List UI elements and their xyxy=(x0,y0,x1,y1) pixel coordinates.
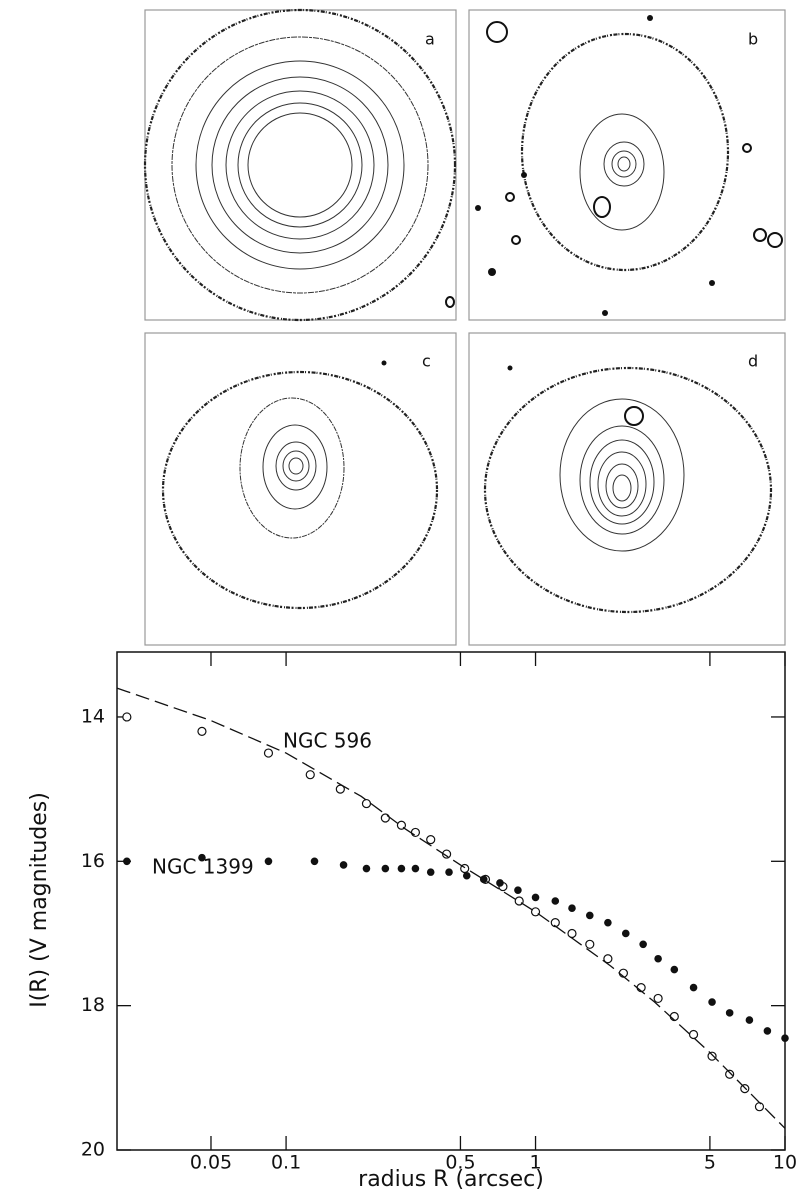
data-point xyxy=(655,956,661,962)
x-tick-label: 1 xyxy=(529,1152,541,1174)
data-point xyxy=(764,1028,770,1034)
data-point xyxy=(398,865,404,871)
data-point xyxy=(264,749,272,757)
contour-panel: a xyxy=(145,10,456,320)
y-tick-label: 14 xyxy=(81,705,105,727)
x-tick-label: 5 xyxy=(704,1152,716,1174)
x-tick-label: 0.05 xyxy=(190,1152,232,1174)
data-point xyxy=(690,984,696,990)
data-point xyxy=(497,880,503,886)
panel-label: a xyxy=(425,30,435,49)
data-point xyxy=(569,905,575,911)
contour-panel: d xyxy=(469,333,785,645)
data-point xyxy=(382,865,388,871)
star xyxy=(754,229,766,241)
data-point xyxy=(726,1070,734,1078)
data-point xyxy=(623,930,629,936)
data-point xyxy=(532,894,538,900)
data-point xyxy=(428,869,434,875)
data-point xyxy=(362,800,370,808)
star xyxy=(768,233,782,247)
star xyxy=(506,193,514,201)
panel-frame xyxy=(469,10,785,320)
data-point xyxy=(427,836,435,844)
data-point xyxy=(708,1052,716,1060)
data-point xyxy=(746,1017,752,1023)
data-point xyxy=(515,887,521,893)
star xyxy=(382,361,387,366)
data-point xyxy=(782,1035,788,1041)
data-point xyxy=(363,865,369,871)
data-point xyxy=(587,912,593,918)
star xyxy=(647,15,653,21)
figure: a b c xyxy=(0,0,801,1192)
star xyxy=(602,310,608,316)
panel-label: b xyxy=(748,30,758,49)
data-point xyxy=(123,713,131,721)
data-point xyxy=(411,828,419,836)
data-point xyxy=(690,1031,698,1039)
data-point xyxy=(654,994,662,1002)
contour-panel: b xyxy=(469,10,785,320)
data-point xyxy=(446,869,452,875)
data-point xyxy=(481,876,487,882)
series-label: NGC 1399 xyxy=(152,855,254,879)
y-tick-label: 18 xyxy=(81,994,105,1016)
x-tick-label: 10 xyxy=(773,1152,797,1174)
x-tick-label: 0.1 xyxy=(271,1152,301,1174)
star xyxy=(625,407,643,425)
panel-label: c xyxy=(422,352,431,371)
contour-panel: c xyxy=(145,333,456,645)
data-point xyxy=(726,1010,732,1016)
star xyxy=(594,197,610,217)
data-point xyxy=(464,873,470,879)
panel-frame xyxy=(469,333,785,645)
data-point xyxy=(755,1103,763,1111)
y-tick-label: 16 xyxy=(81,850,105,872)
data-point xyxy=(671,966,677,972)
data-point xyxy=(605,919,611,925)
data-point xyxy=(124,858,130,864)
x-tick-label: 0.5 xyxy=(445,1152,475,1174)
star xyxy=(743,144,751,152)
data-point xyxy=(568,929,576,937)
data-point xyxy=(412,865,418,871)
star xyxy=(709,280,715,286)
star xyxy=(521,172,527,178)
data-point xyxy=(381,814,389,822)
data-point xyxy=(306,771,314,779)
data-point xyxy=(340,862,346,868)
data-point xyxy=(640,941,646,947)
data-point xyxy=(265,858,271,864)
data-point xyxy=(552,898,558,904)
profile-chart: radius R (arcsec) I(R) (V magnitudes) 0.… xyxy=(27,652,797,1192)
y-axis-title: I(R) (V magnitudes) xyxy=(27,792,52,1008)
star xyxy=(487,22,507,42)
panel-label: d xyxy=(748,352,758,371)
series-label: NGC 596 xyxy=(283,729,372,753)
y-tick-label: 20 xyxy=(81,1139,105,1161)
data-point xyxy=(311,858,317,864)
data-point xyxy=(586,940,594,948)
star xyxy=(508,366,513,371)
star xyxy=(475,205,481,211)
data-point xyxy=(198,727,206,735)
star xyxy=(446,297,454,307)
plot-frame xyxy=(117,652,785,1150)
fit-line xyxy=(117,688,785,1128)
star xyxy=(512,236,520,244)
star xyxy=(488,268,496,276)
data-point xyxy=(709,999,715,1005)
